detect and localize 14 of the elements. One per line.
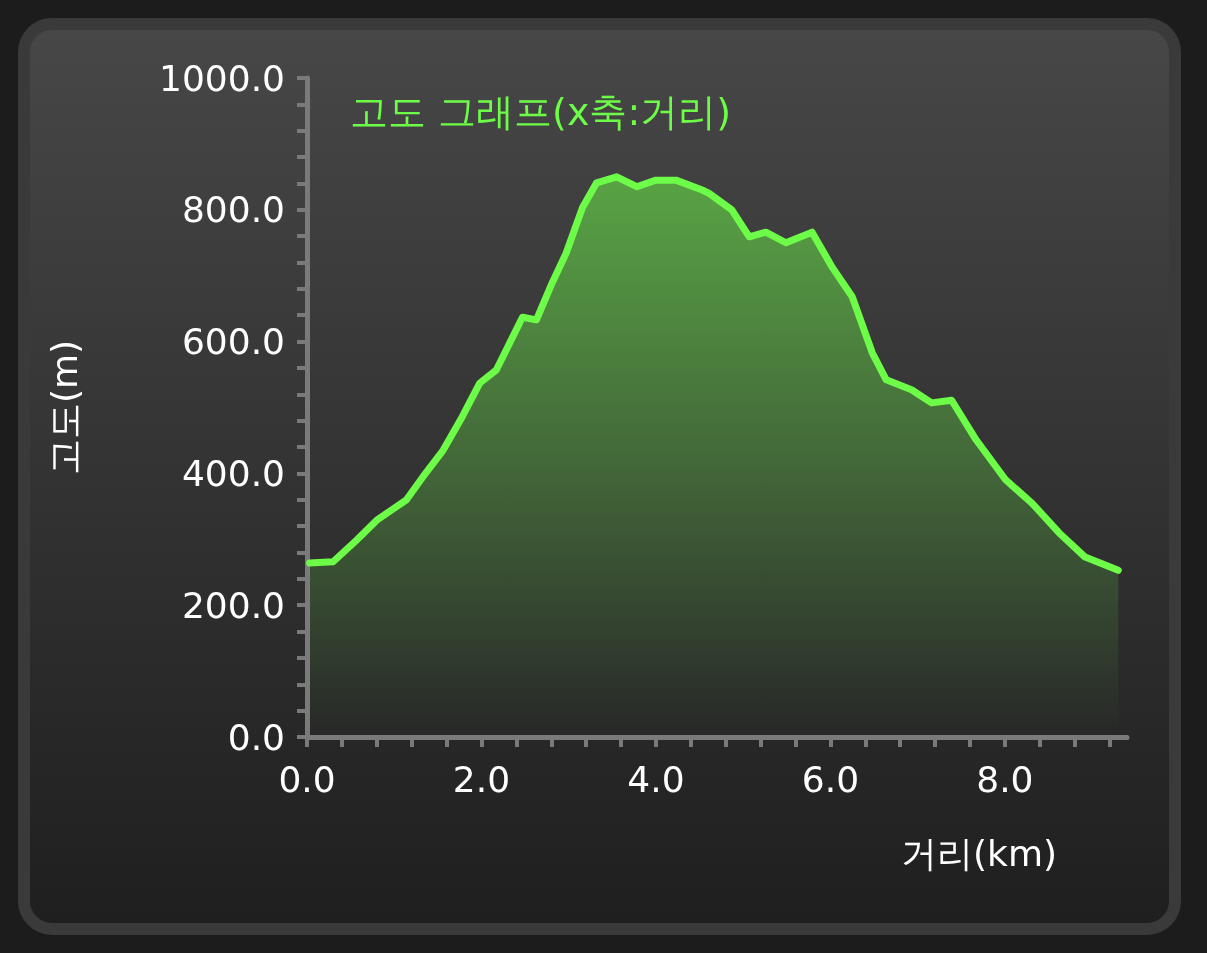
y-tick-label: 1000.0 bbox=[159, 57, 285, 99]
x-tick-label: 8.0 bbox=[976, 758, 1034, 800]
y-axis-title: 고도(m) bbox=[43, 339, 85, 476]
x-tick-label: 2.0 bbox=[452, 758, 511, 800]
y-tick-label: 400.0 bbox=[181, 452, 285, 494]
y-tick-label: 0.0 bbox=[227, 716, 285, 758]
chart-title: 고도 그래프(x축:거리) bbox=[350, 90, 732, 134]
x-tick-label: 4.0 bbox=[627, 758, 685, 800]
y-tick-label: 200.0 bbox=[181, 584, 285, 626]
x-tick-label: 6.0 bbox=[801, 758, 860, 800]
x-axis-title: 거리(km) bbox=[900, 832, 1058, 874]
y-tick-label: 600.0 bbox=[181, 321, 285, 363]
y-tick-label: 800.0 bbox=[181, 189, 285, 231]
x-tick-label: 0.0 bbox=[278, 758, 336, 800]
